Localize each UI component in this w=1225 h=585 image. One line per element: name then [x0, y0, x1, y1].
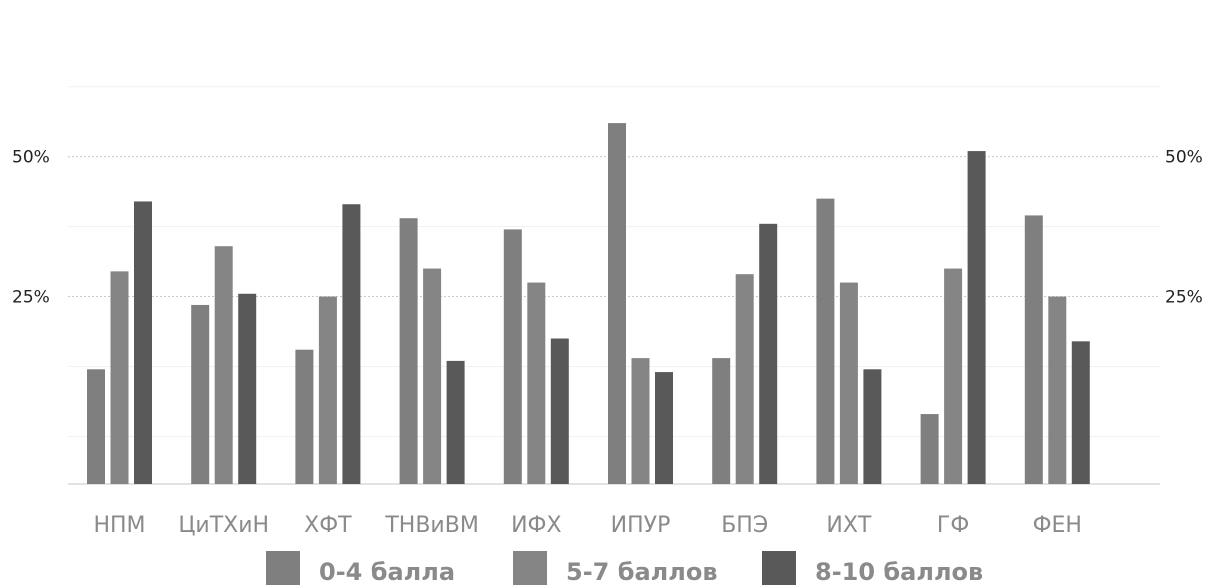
- bar-3-10: [1071, 341, 1090, 484]
- x-tick-label: ИХТ: [826, 513, 872, 538]
- legend-label: 8-10 баллов: [815, 558, 983, 585]
- legend-swatch: [513, 551, 547, 585]
- bar-3-4: [446, 360, 465, 484]
- bar-1-5: [503, 229, 522, 484]
- bar-2-8: [839, 282, 858, 484]
- bar-2-2: [214, 246, 233, 484]
- bar-2-4: [423, 268, 442, 484]
- bar-3-6: [655, 372, 673, 484]
- x-tick-label: ХФТ: [304, 513, 352, 538]
- x-tick-label: ИПУР: [611, 513, 671, 538]
- bar-2-1: [110, 271, 129, 484]
- bar-2-6: [631, 358, 650, 484]
- bar-3-3: [342, 204, 361, 485]
- x-tick-label: ФЕН: [1033, 513, 1082, 538]
- bar-1-10: [1024, 215, 1043, 484]
- x-tick-label: ГФ: [937, 513, 969, 538]
- bar-3-9: [967, 151, 986, 485]
- bar-1-8: [816, 198, 835, 484]
- bar-3-7: [759, 223, 778, 484]
- y-tick-label-right: 25%: [1165, 288, 1203, 308]
- y-tick-label-left: 50%: [12, 148, 50, 168]
- x-tick-label: ИФХ: [511, 513, 561, 538]
- x-tick-label: НПМ: [93, 513, 145, 538]
- legend: 0-4 балла 5-7 баллов 8-10 баллов: [266, 551, 983, 585]
- bar-2-10: [1048, 296, 1067, 484]
- bar-2-5: [527, 282, 546, 484]
- bar-1-6: [608, 123, 626, 484]
- legend-swatch: [266, 551, 300, 585]
- bar-1-9: [920, 414, 939, 484]
- bar-1-2: [191, 304, 210, 484]
- bars: [87, 123, 1090, 485]
- tick-labels: 25% 25% 50% 50% НПМ ЦиТХиН ХФТ ТНВиВМ ИФХ ИПУР БПЭ…: [12, 148, 1203, 538]
- y-tick-label-right: 50%: [1165, 148, 1203, 168]
- legend-label: 0-4 балла: [319, 558, 455, 585]
- bar-3-1: [134, 201, 152, 484]
- bar-2-3: [318, 296, 337, 484]
- y-tick-label-left: 25%: [12, 288, 50, 308]
- bar-1-4: [399, 218, 418, 484]
- bar-1-7: [712, 358, 731, 484]
- x-tick-label: ТНВиВМ: [384, 513, 478, 538]
- bar-1-3: [295, 349, 314, 484]
- bar-2-9: [944, 268, 963, 484]
- x-tick-label: ЦиТХиН: [178, 513, 269, 538]
- bar-2-7: [735, 274, 754, 484]
- bar-3-2: [238, 293, 257, 484]
- bar-3-5: [550, 338, 569, 484]
- legend-label: 5-7 баллов: [566, 558, 718, 585]
- bar-1-1: [87, 369, 105, 484]
- bar-3-8: [863, 369, 882, 484]
- legend-swatch: [762, 551, 796, 585]
- x-tick-label: БПЭ: [721, 513, 768, 538]
